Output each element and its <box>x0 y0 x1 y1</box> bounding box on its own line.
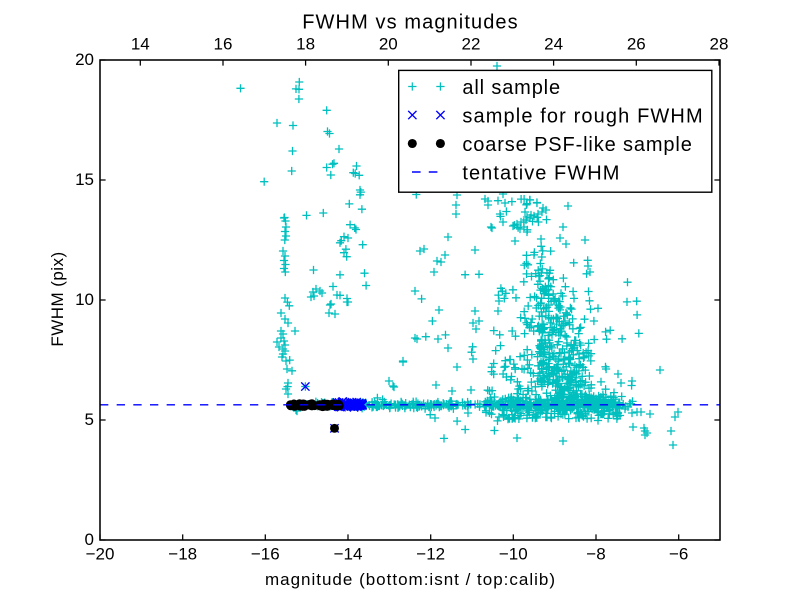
svg-text:20: 20 <box>379 34 398 53</box>
svg-text:0: 0 <box>85 530 94 549</box>
svg-text:FWHM (pix): FWHM (pix) <box>48 251 67 346</box>
svg-text:all sample: all sample <box>462 77 561 99</box>
svg-text:14: 14 <box>131 34 150 53</box>
svg-text:28: 28 <box>710 34 729 53</box>
svg-text:15: 15 <box>75 170 94 189</box>
svg-text:tentative FWHM: tentative FWHM <box>462 163 620 185</box>
svg-text:coarse PSF-like sample: coarse PSF-like sample <box>462 134 692 156</box>
svg-text:16: 16 <box>214 34 233 53</box>
svg-text:26: 26 <box>627 34 646 53</box>
svg-text:24: 24 <box>544 34 563 53</box>
svg-text:magnitude (bottom:isnt / top:c: magnitude (bottom:isnt / top:calib) <box>265 570 556 589</box>
svg-text:−16: −16 <box>251 545 280 564</box>
svg-text:−6: −6 <box>669 545 688 564</box>
svg-text:−14: −14 <box>334 545 363 564</box>
svg-text:10: 10 <box>75 290 94 309</box>
svg-text:−10: −10 <box>499 545 528 564</box>
svg-text:−18: −18 <box>168 545 197 564</box>
svg-text:FWHM vs magnitudes: FWHM vs magnitudes <box>302 12 519 34</box>
svg-text:5: 5 <box>85 410 94 429</box>
svg-text:−20: −20 <box>86 545 115 564</box>
svg-text:sample for rough FWHM: sample for rough FWHM <box>462 106 703 128</box>
svg-text:−12: −12 <box>416 545 445 564</box>
svg-text:18: 18 <box>296 34 315 53</box>
svg-text:22: 22 <box>462 34 481 53</box>
svg-text:−8: −8 <box>586 545 605 564</box>
svg-text:20: 20 <box>75 50 94 69</box>
